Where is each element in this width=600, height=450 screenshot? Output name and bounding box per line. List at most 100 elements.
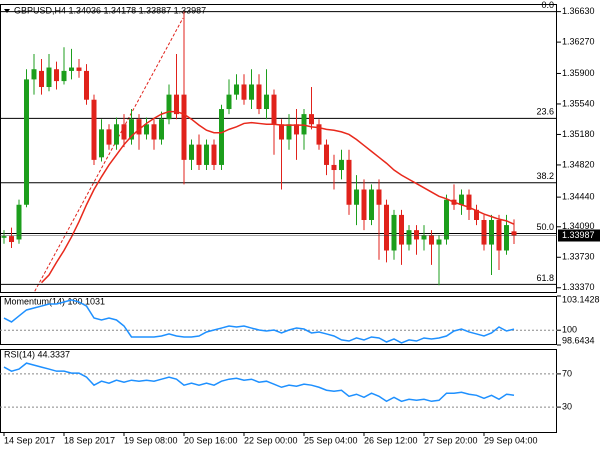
x-tick-label: 18 Sep 2017 (64, 435, 115, 445)
x-tick-label: 29 Sep 04:00 (484, 435, 538, 445)
x-tick-label: 25 Sep 04:00 (304, 435, 358, 445)
candle-body (301, 114, 307, 135)
candle-body (466, 194, 472, 210)
candle-body (121, 124, 127, 140)
candle-body (309, 114, 314, 125)
candle-body (376, 189, 382, 205)
fib-level-label: 38.2 (536, 171, 554, 181)
last-price-label: 1.33987 (562, 230, 595, 240)
x-tick-label: 26 Sep 12:00 (364, 435, 418, 445)
y-tick-label: 70 (562, 368, 572, 378)
x-tick-label: 22 Sep 00:00 (244, 435, 298, 445)
y-tick-label: 1.34090 (562, 221, 595, 231)
symbol-triangle (4, 9, 10, 13)
candle-body (174, 94, 179, 115)
candle-body (391, 214, 397, 251)
y-tick-label: 98.6434 (562, 335, 595, 345)
candle-body (331, 164, 337, 171)
candle-body (361, 189, 367, 220)
candle-body (421, 235, 427, 240)
candle-body (114, 124, 119, 145)
indicator-title: Momentum(14) 100.1031 (4, 296, 105, 306)
fibo-trend-line (33, 17, 184, 292)
candle-body (489, 220, 494, 245)
candle-body (84, 70, 89, 100)
candle-body (264, 94, 269, 110)
candle-body (144, 124, 149, 135)
candle-body (181, 94, 187, 160)
candle-body (444, 199, 449, 240)
candle-body (69, 67, 74, 71)
candle-body (196, 144, 202, 165)
y-tick-label: 1.36270 (562, 36, 595, 46)
candle-body (219, 109, 224, 165)
candle-body (46, 67, 52, 88)
chart-header: GBPUSD,H4 1.34036 1.34178 1.33887 1.3398… (14, 5, 206, 15)
candle-body (204, 144, 209, 165)
indicator-title: RSI(14) 44.3337 (4, 349, 70, 359)
candle-body (369, 189, 374, 220)
candle-body (166, 94, 172, 120)
candle-body (286, 124, 292, 140)
candle-body (324, 144, 329, 165)
candle-body (346, 159, 352, 205)
indicator-line (3, 299, 515, 344)
indicator-line (3, 362, 515, 403)
candle-body (271, 94, 277, 125)
candle-body (76, 67, 82, 71)
candle-body (249, 84, 254, 100)
fib-level-label: 0.0 (541, 0, 554, 10)
candle-body (91, 99, 97, 160)
candle-body (136, 119, 142, 135)
y-tick-label: 1.35180 (562, 129, 595, 139)
y-tick-label: 100 (562, 325, 577, 335)
y-tick-label: 1.33730 (562, 252, 595, 262)
candle-body (16, 204, 22, 240)
candle-body (511, 231, 517, 236)
candle-body (99, 129, 104, 158)
candle-body (256, 84, 262, 110)
candle-body (61, 70, 67, 82)
candle-body (436, 239, 442, 245)
candle-body (429, 235, 434, 245)
candle-body (106, 129, 112, 145)
candle-body (316, 124, 322, 145)
candle-body (129, 119, 134, 140)
x-tick-label: 19 Sep 08:00 (124, 435, 178, 445)
candle-body (54, 69, 59, 82)
candle-body (226, 94, 232, 110)
y-tick-label: 1.34820 (562, 159, 595, 169)
rsi-panel-frame (0, 349, 557, 433)
candle-body (279, 124, 284, 140)
candle-body (189, 144, 194, 160)
x-tick-label: 20 Sep 16:00 (184, 435, 238, 445)
last-price-box (558, 229, 600, 242)
candle-body (339, 159, 344, 171)
candle-body (474, 209, 479, 220)
candle-body (9, 236, 14, 243)
main-panel-frame (0, 4, 557, 293)
candle-body (234, 84, 239, 95)
y-tick-label: 30 (562, 401, 572, 411)
candle-body (241, 84, 247, 100)
candle-body (1, 236, 7, 238)
candle-body (504, 225, 509, 251)
fib-level-label: 23.6 (536, 107, 554, 117)
candle-body (399, 214, 404, 245)
candle-body (151, 124, 157, 140)
y-tick-label: 1.34440 (562, 192, 595, 202)
candle-body (24, 79, 29, 205)
candle-body (414, 230, 419, 240)
candle-body (481, 220, 487, 245)
candle-body (384, 204, 389, 251)
y-tick-label: 1.35540 (562, 98, 595, 108)
candle-body (294, 124, 299, 135)
momentum-panel-frame (0, 296, 557, 345)
moving-average (40, 110, 515, 284)
candle-body (159, 119, 164, 140)
y-tick-label: 1.35900 (562, 68, 595, 78)
x-tick-label: 14 Sep 2017 (4, 435, 55, 445)
y-tick-label: 1.36630 (562, 6, 595, 16)
